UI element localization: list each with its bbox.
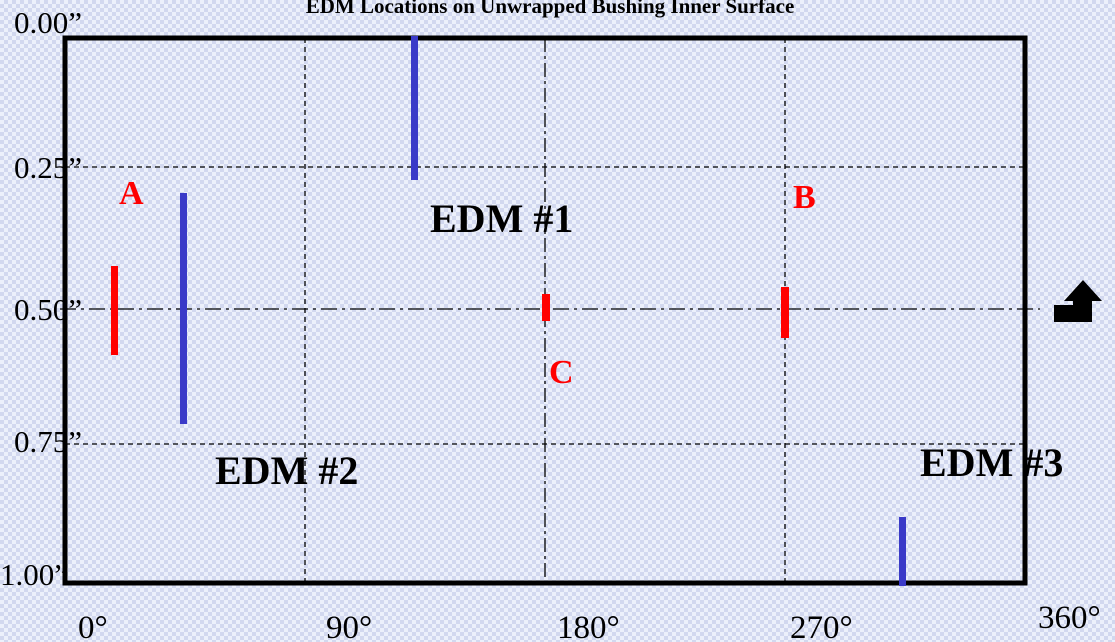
x-axis-labels: 0° 90° 180° 270° 360° <box>78 600 1101 642</box>
y-label-0.75: 0.75” <box>14 424 82 459</box>
x-label-270: 270° <box>790 610 853 642</box>
y-axis-labels: 0.00” 0.25” 0.50” 0.75” 1.00” <box>0 5 82 592</box>
mark-a <box>111 266 118 355</box>
mark-b <box>781 287 789 338</box>
edm-slot-2 <box>180 193 187 424</box>
x-label-0: 0° <box>78 610 108 642</box>
frame <box>62 35 1028 586</box>
turn-up-arrow-icon <box>1054 280 1102 322</box>
edm-label-3: EDM #3 <box>920 440 1063 485</box>
y-label-1.00: 1.00” <box>0 557 68 592</box>
point-label-c: C <box>549 354 574 391</box>
point-label-a: A <box>119 175 144 212</box>
location-marks <box>111 266 789 355</box>
point-label-b: B <box>793 179 816 216</box>
edm-slot-3 <box>899 517 906 586</box>
y-label-0.00: 0.00” <box>14 5 82 40</box>
edm-slot-1 <box>411 36 418 180</box>
edm-slots <box>180 36 906 586</box>
diagram-title: EDM Locations on Unwrapped Bushing Inner… <box>306 0 795 18</box>
mark-c <box>542 294 550 321</box>
x-label-360: 360° <box>1038 600 1101 636</box>
grid-horizontal <box>65 166 1025 445</box>
x-label-90: 90° <box>326 610 372 642</box>
y-label-0.25: 0.25” <box>14 150 82 185</box>
edm-label-1: EDM #1 <box>430 196 573 241</box>
x-label-180: 180° <box>557 610 620 642</box>
edm-label-2: EDM #2 <box>215 448 358 493</box>
y-label-0.50: 0.50” <box>14 292 82 327</box>
